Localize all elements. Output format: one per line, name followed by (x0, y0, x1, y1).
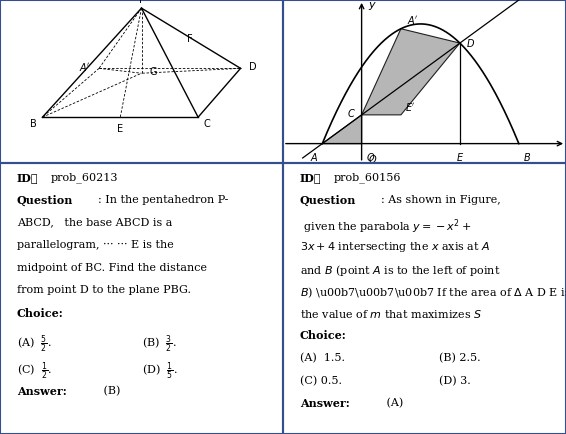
Text: D: D (249, 62, 256, 72)
Text: parallelogram, ··· ··· E is the: parallelogram, ··· ··· E is the (17, 240, 174, 250)
Text: $3x + 4$ intersecting the $x$ axis at $A$: $3x + 4$ intersecting the $x$ axis at $A… (300, 240, 491, 254)
Text: $E'$: $E'$ (405, 101, 415, 113)
Text: (A)  1.5.: (A) 1.5. (300, 353, 345, 363)
Text: C: C (204, 119, 211, 129)
Text: from point D to the plane PBG.: from point D to the plane PBG. (17, 285, 191, 295)
Text: given the parabola $y = -x^2 +$: given the parabola $y = -x^2 +$ (300, 217, 471, 236)
Text: prob_60156: prob_60156 (334, 172, 401, 183)
Text: (D)  $\frac{1}{5}$.: (D) $\frac{1}{5}$. (142, 361, 177, 382)
Text: Question: Question (17, 195, 74, 206)
Text: (B)  $\frac{3}{2}$.: (B) $\frac{3}{2}$. (142, 334, 176, 355)
Text: : In the pentahedron P-: : In the pentahedron P- (97, 195, 228, 205)
Text: (B) 2.5.: (B) 2.5. (439, 353, 481, 363)
Text: $C$: $C$ (347, 107, 355, 119)
Text: : As shown in Figure,: : As shown in Figure, (380, 195, 500, 205)
Text: Answer:: Answer: (300, 398, 350, 409)
Text: Choice:: Choice: (300, 330, 347, 342)
Text: (A)  $\frac{5}{2}$.: (A) $\frac{5}{2}$. (17, 334, 52, 355)
Text: P: P (139, 0, 144, 5)
Text: $D$: $D$ (466, 37, 475, 49)
Text: G: G (150, 66, 157, 77)
Text: ABCD,   the base ABCD is a: ABCD, the base ABCD is a (17, 217, 173, 227)
Text: (D) 3.: (D) 3. (439, 376, 470, 386)
Text: B: B (30, 119, 37, 129)
Text: midpoint of BC. Find the distance: midpoint of BC. Find the distance (17, 263, 207, 273)
Text: $A'$: $A'$ (79, 61, 91, 73)
Text: (C) 0.5.: (C) 0.5. (300, 376, 342, 386)
Text: F: F (187, 34, 192, 44)
Text: prob_60213: prob_60213 (51, 172, 118, 183)
Polygon shape (322, 115, 362, 144)
Text: Choice:: Choice: (17, 308, 64, 319)
Text: $E$: $E$ (456, 151, 464, 163)
Text: $B$: $B$ (523, 151, 531, 163)
Text: Answer:: Answer: (17, 386, 67, 397)
Text: $A'$: $A'$ (407, 14, 418, 26)
Text: (C)  $\frac{1}{2}$.: (C) $\frac{1}{2}$. (17, 361, 52, 382)
Text: (B): (B) (101, 386, 121, 396)
Text: ID：: ID： (17, 172, 38, 183)
Polygon shape (362, 29, 460, 115)
Text: Question: Question (300, 195, 357, 206)
Text: $y$: $y$ (367, 0, 376, 12)
Bar (283, 0, 566, 163)
Text: and $B$ (point $A$ is to the left of point: and $B$ (point $A$ is to the left of poi… (300, 263, 500, 278)
Text: the value of $m$ that maximizes $S$: the value of $m$ that maximizes $S$ (300, 308, 482, 320)
Text: ID：: ID： (300, 172, 321, 183)
Bar (0, 0, 283, 163)
Text: (A): (A) (384, 398, 404, 408)
Text: $O$: $O$ (366, 151, 375, 163)
Text: $B$) \u00b7\u00b7\u00b7 If the area of $\Delta$ A D E is $S$, find: $B$) \u00b7\u00b7\u00b7 If the area of $… (300, 285, 566, 300)
Text: $A$: $A$ (310, 151, 318, 163)
Text: E: E (117, 124, 123, 134)
Text: $O$: $O$ (367, 153, 377, 165)
